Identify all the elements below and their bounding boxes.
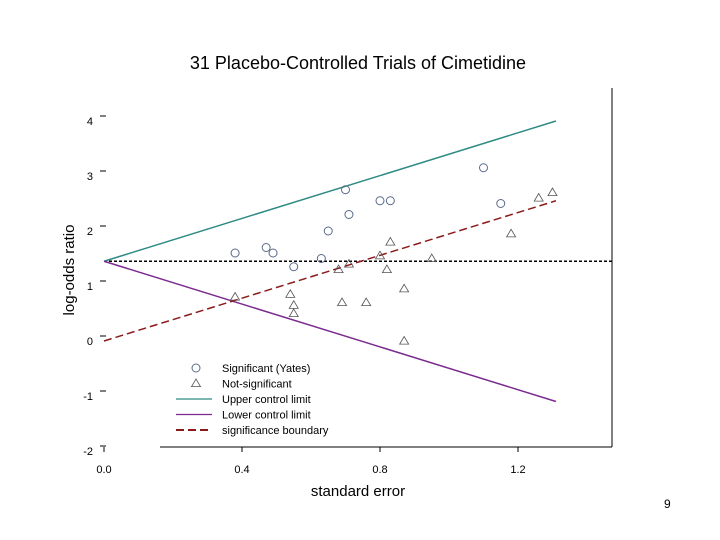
x-axis: 0.0 0.4 0.8 1.2	[96, 447, 526, 476]
significant-point	[268, 248, 278, 258]
y-tick-label: 2	[87, 226, 93, 238]
nonsignificant-point	[374, 250, 386, 260]
lower-control-line	[103, 260, 557, 403]
upper-control-line	[103, 120, 557, 262]
significant-point	[323, 226, 333, 236]
legend-label: Lower control limit	[222, 410, 311, 422]
data-points	[229, 163, 558, 345]
significant-point	[289, 262, 299, 272]
significant-point	[496, 199, 506, 208]
legend-circle-icon	[191, 363, 201, 373]
legend-triangle-icon	[190, 378, 202, 388]
nonsignificant-point	[288, 308, 299, 318]
y-axis-label: log-odds ratio	[61, 225, 78, 316]
nonsignificant-point	[381, 264, 393, 274]
y-tick-label: 1	[87, 281, 93, 293]
nonsignificant-point	[398, 283, 410, 293]
nonsignificant-point	[343, 258, 355, 268]
nonsignificant-point	[533, 192, 544, 202]
nonsignificant-point	[505, 228, 517, 238]
y-tick-label: 0	[87, 336, 93, 348]
y-tick-label: 3	[87, 171, 93, 183]
y-tick-label: -1	[83, 391, 93, 403]
nonsignificant-point	[426, 253, 437, 263]
legend-label: significance boundary	[222, 425, 329, 437]
legend: Significant (Yates) Not-significant Upper …	[166, 355, 354, 441]
significant-point	[341, 185, 350, 195]
significant-point	[344, 210, 354, 219]
legend-label: Not-significant	[222, 379, 292, 391]
nonsignificant-point	[336, 297, 348, 307]
significant-point	[230, 248, 240, 258]
legend-label: Upper control limit	[222, 394, 311, 406]
y-axis: 4 3 2 1 0 -1 -2	[83, 115, 106, 458]
page-number: 9	[664, 497, 671, 511]
x-tick-label: 0.8	[372, 464, 387, 476]
y-tick-label: 4	[87, 116, 93, 128]
legend-label: Significant (Yates)	[222, 363, 310, 375]
legend-box	[166, 355, 354, 441]
x-tick-label: 0.4	[234, 464, 249, 476]
nonsignificant-point	[361, 297, 372, 307]
significant-point	[316, 254, 326, 263]
nonsignificant-point	[229, 291, 241, 301]
nonsignificant-point	[288, 299, 299, 309]
significance-boundary-line	[103, 200, 557, 342]
x-axis-label: standard error	[311, 483, 405, 500]
chart-title: 31 Placebo-Controlled Trials of Cimetidi…	[190, 53, 526, 73]
nonsignificant-point	[333, 264, 344, 274]
nonsignificant-point	[547, 187, 558, 197]
significant-point	[375, 196, 385, 206]
y-tick-label: -2	[83, 446, 93, 458]
x-tick-label: 0.0	[96, 464, 111, 476]
significant-point	[385, 196, 395, 206]
x-tick-label: 1.2	[510, 464, 525, 476]
significant-point	[479, 163, 488, 173]
nonsignificant-point	[398, 335, 410, 345]
nonsignificant-point	[285, 288, 296, 298]
significant-point	[261, 243, 271, 252]
nonsignificant-point	[385, 236, 396, 246]
series-lines	[103, 120, 612, 403]
